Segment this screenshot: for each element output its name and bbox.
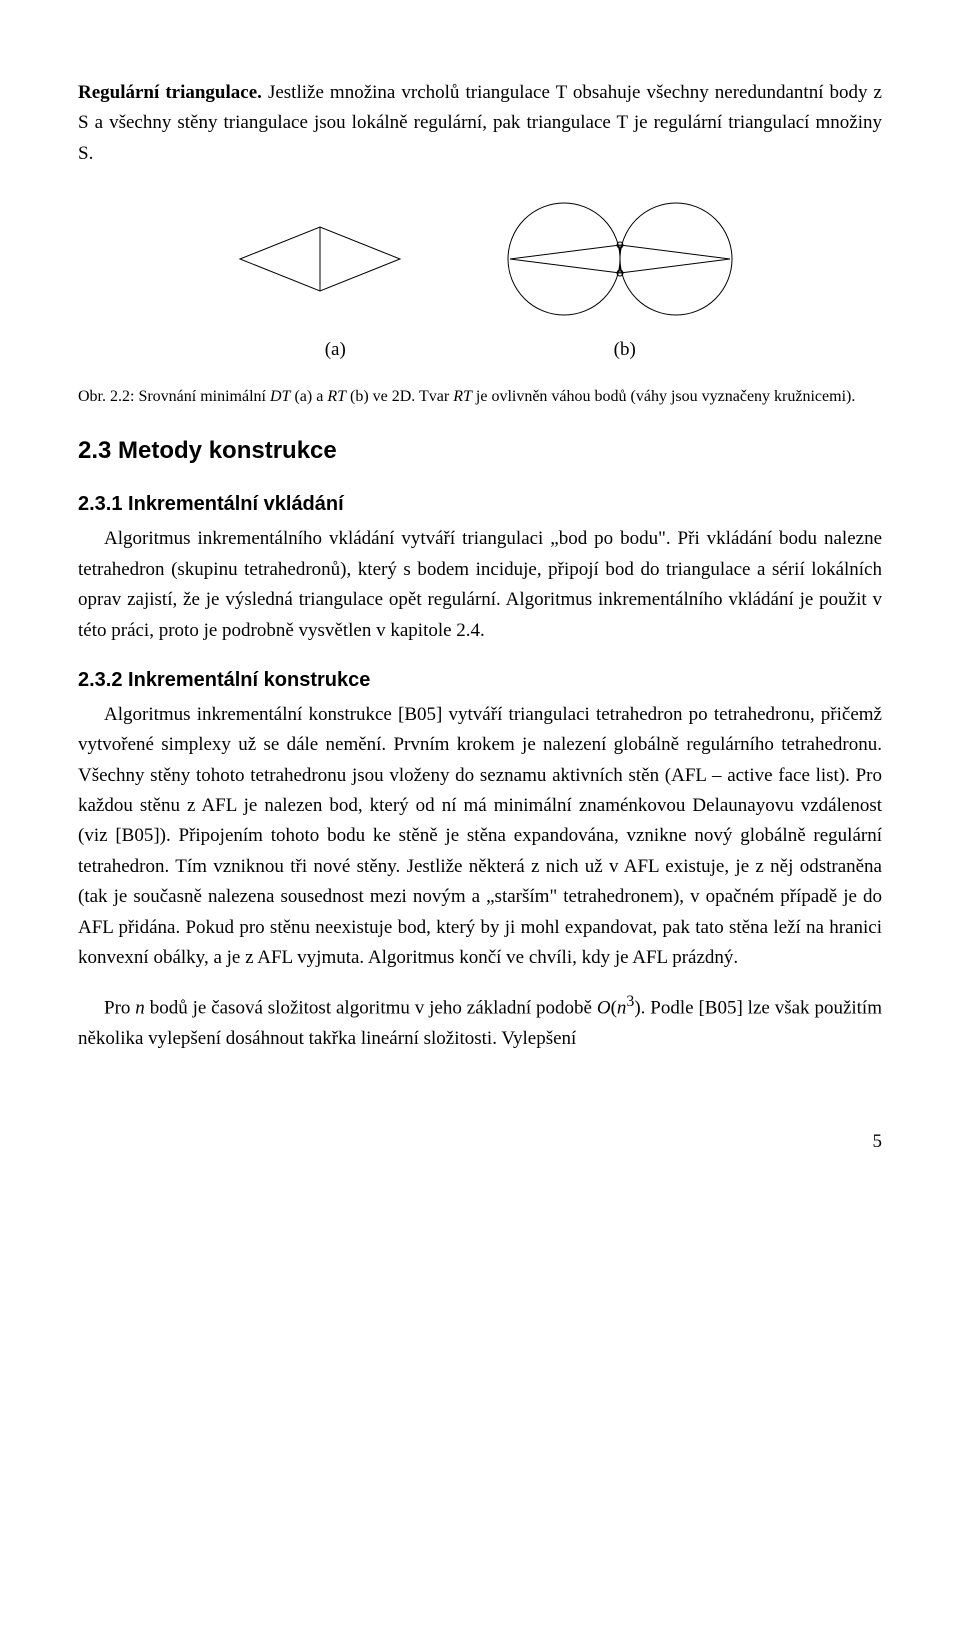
figure-label-b: (b) bbox=[525, 335, 725, 365]
triangulation-diagram bbox=[200, 199, 760, 329]
page-number: 5 bbox=[78, 1127, 882, 1157]
subsection-2-3-2-p2: Pro n bodů je časová složitost algoritmu… bbox=[78, 989, 882, 1054]
figure-2-2: (a) (b) bbox=[78, 199, 882, 365]
subsection-title-2-3-1: 2.3.1 Inkrementální vkládání bbox=[78, 488, 882, 520]
figure-labels: (a) (b) bbox=[78, 335, 882, 365]
figure-label-a: (a) bbox=[235, 335, 435, 365]
intro-heading: Regulární triangulace. bbox=[78, 82, 262, 103]
subsection-title-2-3-2: 2.3.2 Inkrementální konstrukce bbox=[78, 664, 882, 696]
subsection-2-3-1-text: Algoritmus inkrementálního vkládání vytv… bbox=[78, 524, 882, 646]
section-title-2-3: 2.3 Metody konstrukce bbox=[78, 432, 882, 470]
intro-paragraph: Regulární triangulace. Jestliže množina … bbox=[78, 78, 882, 169]
figure-caption: Obr. 2.2: Srovnání minimální DT (a) a RT… bbox=[78, 386, 882, 408]
subsection-2-3-2-p1: Algoritmus inkrementální konstrukce [B05… bbox=[78, 700, 882, 974]
